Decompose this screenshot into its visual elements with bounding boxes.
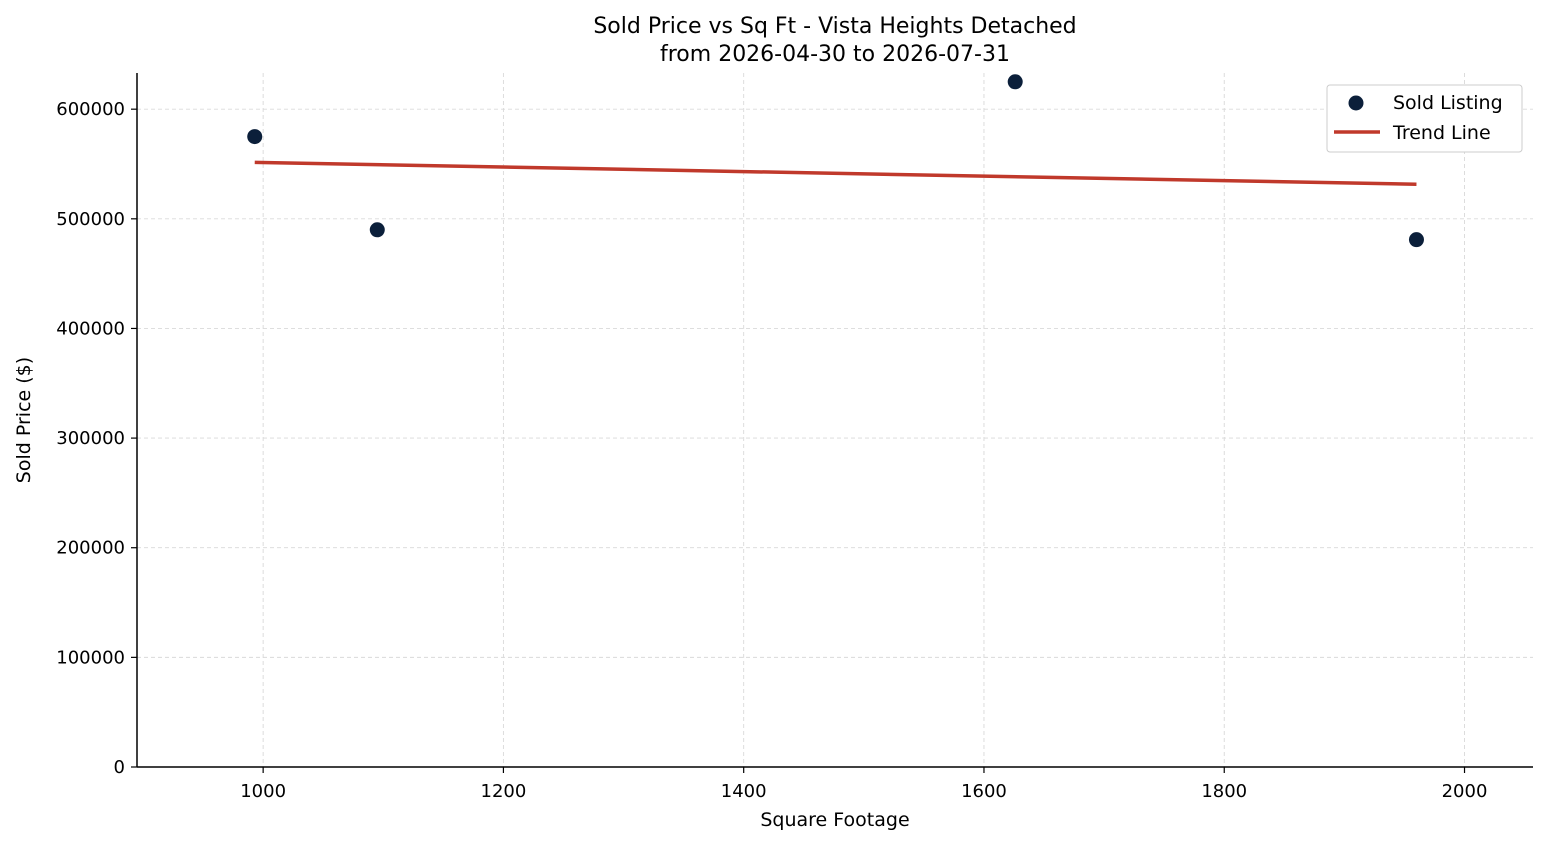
y-tick-label: 400000 [56, 318, 125, 339]
chart-title: Sold Price vs Sq Ft - Vista Heights Deta… [593, 14, 1076, 39]
x-axis-ticks: 1000 1200 1400 1600 1800 2000 [240, 767, 1487, 802]
scatter-point [1007, 74, 1023, 90]
scatter-point [369, 222, 385, 238]
x-tick-label: 1200 [481, 781, 527, 802]
trend-line [254, 160, 1417, 187]
legend-label-trend-line: Trend Line [1392, 122, 1491, 144]
y-tick-label: 0 [114, 757, 125, 778]
x-tick-label: 1000 [240, 781, 286, 802]
scatter-point [1408, 232, 1424, 248]
y-tick-label: 200000 [56, 538, 125, 559]
x-axis-label: Square Footage [760, 809, 909, 831]
grid [137, 73, 1533, 767]
y-tick-label: 300000 [56, 428, 125, 449]
plot-marks [247, 74, 1424, 248]
x-tick-label: 1400 [721, 781, 767, 802]
x-tick-label: 2000 [1442, 781, 1488, 802]
legend-label-sold-listing: Sold Listing [1393, 92, 1503, 114]
legend: Sold Listing Trend Line [1326, 84, 1523, 153]
y-axis-label: Sold Price ($) [13, 357, 35, 483]
y-tick-label: 500000 [56, 209, 125, 230]
x-tick-label: 1800 [1201, 781, 1247, 802]
y-tick-label: 600000 [56, 99, 125, 120]
chart-subtitle: from 2026-04-30 to 2026-07-31 [660, 42, 1010, 67]
x-tick-label: 1600 [961, 781, 1007, 802]
y-tick-label: 100000 [56, 647, 125, 668]
legend-marker-sold-listing [1348, 95, 1364, 111]
scatter-point [247, 129, 263, 145]
y-axis-ticks: 0 100000 200000 300000 400000 500000 600000 [56, 99, 137, 778]
legend-box [1326, 84, 1523, 153]
